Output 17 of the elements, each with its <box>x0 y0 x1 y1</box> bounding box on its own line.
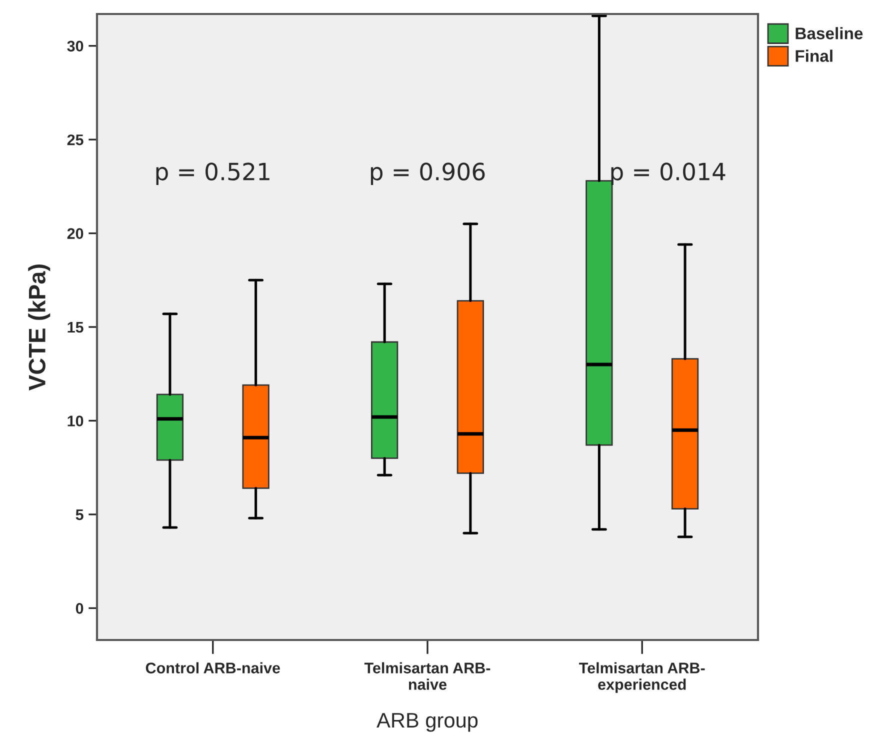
annotation: p = 0.906 <box>370 162 485 186</box>
x-axis-title: ARB group <box>376 713 478 732</box>
x-tick-label: Telmisartan ARB-naive <box>364 662 490 690</box>
legend-label: Final <box>796 50 832 62</box>
y-tick-label: 5 <box>76 509 84 520</box>
annotation: p = 0.014 <box>611 162 726 186</box>
y-tick-label: 15 <box>68 322 84 333</box>
y-tick-label: 25 <box>67 134 84 146</box>
x-tick-label: Control ARB-naive <box>146 662 280 674</box>
y-tick-label: 10 <box>68 416 84 426</box>
annotation: p = 0.521 <box>156 162 270 186</box>
y-tick-label: 20 <box>67 228 84 239</box>
y-axis-title: VCTE (kPa) <box>28 264 50 390</box>
y-tick-label: 0 <box>76 603 84 614</box>
legend-label: Baseline <box>796 27 863 40</box>
y-tick-label: 30 <box>67 40 84 52</box>
x-tick-label: Telmisartan ARB-experienced <box>579 662 705 693</box>
